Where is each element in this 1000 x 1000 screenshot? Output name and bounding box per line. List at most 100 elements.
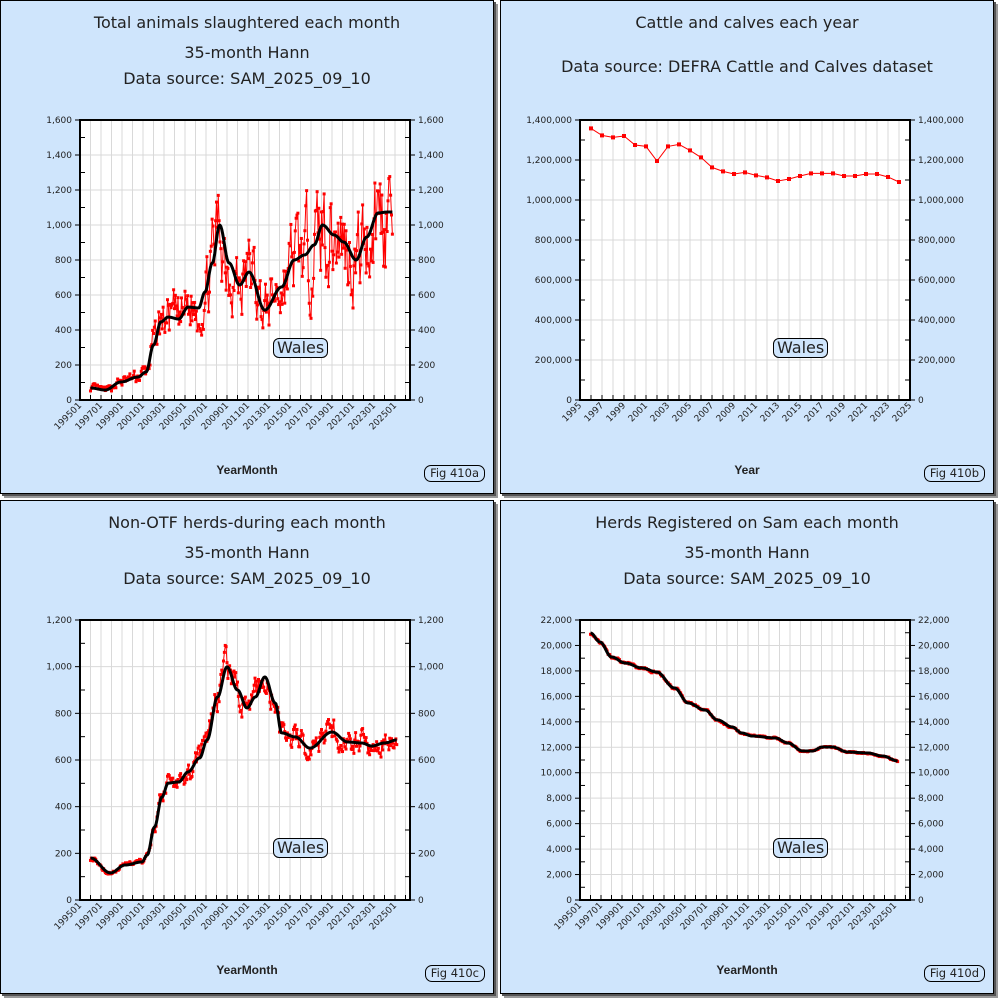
data-point: [235, 683, 239, 687]
data-point: [93, 382, 97, 386]
data-point: [666, 144, 670, 149]
data-point: [340, 252, 344, 256]
data-point: [383, 733, 387, 737]
data-point: [367, 745, 371, 749]
data-point: [254, 689, 258, 693]
data-point: [721, 169, 725, 174]
data-point: [194, 309, 198, 313]
data-point: [335, 739, 339, 743]
data-point: [91, 859, 95, 863]
data-point: [383, 228, 386, 232]
x-tick-label: 2019: [825, 401, 848, 424]
data-point: [331, 725, 335, 729]
data-point: [732, 172, 736, 176]
data-point: [173, 307, 176, 311]
data-point: [252, 683, 256, 687]
y-tick-label-right: 18,000: [918, 667, 950, 677]
y-tick-label: 4,000: [546, 845, 572, 855]
x-tick-label: 2001: [627, 401, 650, 424]
data-point: [211, 224, 215, 228]
data-point: [153, 830, 157, 834]
data-point: [250, 693, 253, 697]
y-tick-label-right: 800: [418, 709, 435, 719]
data-point: [252, 245, 256, 249]
data-point: [309, 753, 313, 757]
data-point: [306, 758, 309, 762]
data-point: [313, 742, 316, 746]
data-point: [348, 734, 351, 738]
x-tick-label: 2013: [759, 401, 782, 424]
x-tick-label: 2015: [781, 401, 804, 424]
data-point: [161, 305, 165, 309]
y-tick-label-right: 12,000: [918, 743, 950, 753]
data-point: [390, 737, 393, 741]
data-point: [875, 172, 879, 176]
y-tick-label-right: 400: [418, 803, 435, 813]
data-point: [313, 739, 317, 743]
data-point: [332, 253, 336, 257]
data-point: [307, 301, 311, 305]
data-point: [237, 704, 241, 708]
data-point: [111, 386, 115, 390]
data-point: [378, 752, 382, 756]
data-point: [323, 246, 327, 250]
region-label: Wales: [773, 838, 829, 858]
data-point: [308, 313, 312, 317]
data-point: [320, 734, 324, 738]
data-point: [334, 230, 337, 234]
data-point: [153, 319, 157, 323]
data-point: [312, 276, 316, 280]
y-tick-label: 1,000,000: [526, 196, 572, 206]
data-point: [366, 751, 370, 755]
y-tick-label: 200,000: [535, 356, 572, 366]
data-point: [280, 724, 284, 728]
data-point: [184, 776, 188, 780]
data-point: [330, 249, 334, 253]
plot-frame: [79, 619, 411, 901]
data-point: [179, 320, 183, 324]
data-point: [367, 264, 371, 268]
chart-subtitle: 35-month Hann: [684, 543, 810, 562]
data-point: [347, 731, 351, 735]
data-point: [318, 237, 322, 241]
data-point: [344, 747, 348, 751]
smoothed-line: [89, 665, 398, 875]
data-point: [89, 858, 92, 862]
region-label: Wales: [273, 838, 329, 858]
data-point: [655, 159, 659, 163]
data-point: [897, 180, 901, 184]
data-point: [330, 735, 334, 739]
data-point: [314, 208, 318, 212]
data-point: [166, 298, 169, 302]
data-point: [131, 374, 135, 378]
data-point: [258, 279, 262, 283]
data-point: [318, 735, 322, 739]
data-point: [289, 222, 293, 226]
data-point: [235, 256, 239, 260]
data-point: [184, 297, 188, 301]
data-point: [378, 182, 382, 186]
data-point: [263, 299, 267, 303]
y-tick-label-right: 400: [418, 326, 435, 336]
data-point: [710, 165, 714, 170]
data-point: [233, 675, 237, 679]
data-point: [180, 296, 183, 300]
chart-title: Herds Registered on Sam each month: [595, 513, 899, 532]
data-point: [389, 193, 393, 197]
data-point: [120, 383, 124, 387]
data-point: [271, 293, 274, 297]
data-point: [229, 682, 233, 686]
y-tick-label-right: 20,000: [918, 641, 950, 651]
data-point: [306, 755, 310, 759]
data-point: [299, 734, 302, 738]
data-point: [335, 250, 339, 254]
data-point: [292, 284, 295, 288]
data-point: [271, 702, 275, 706]
data-point: [754, 173, 758, 178]
data-point: [282, 269, 286, 273]
data-point: [293, 229, 297, 233]
y-tick-label: 10,000: [541, 769, 573, 779]
x-tick-label: 2009: [715, 401, 738, 424]
data-point: [165, 321, 169, 325]
panel-b: Cattle and calves each year Data source:…: [500, 0, 994, 494]
